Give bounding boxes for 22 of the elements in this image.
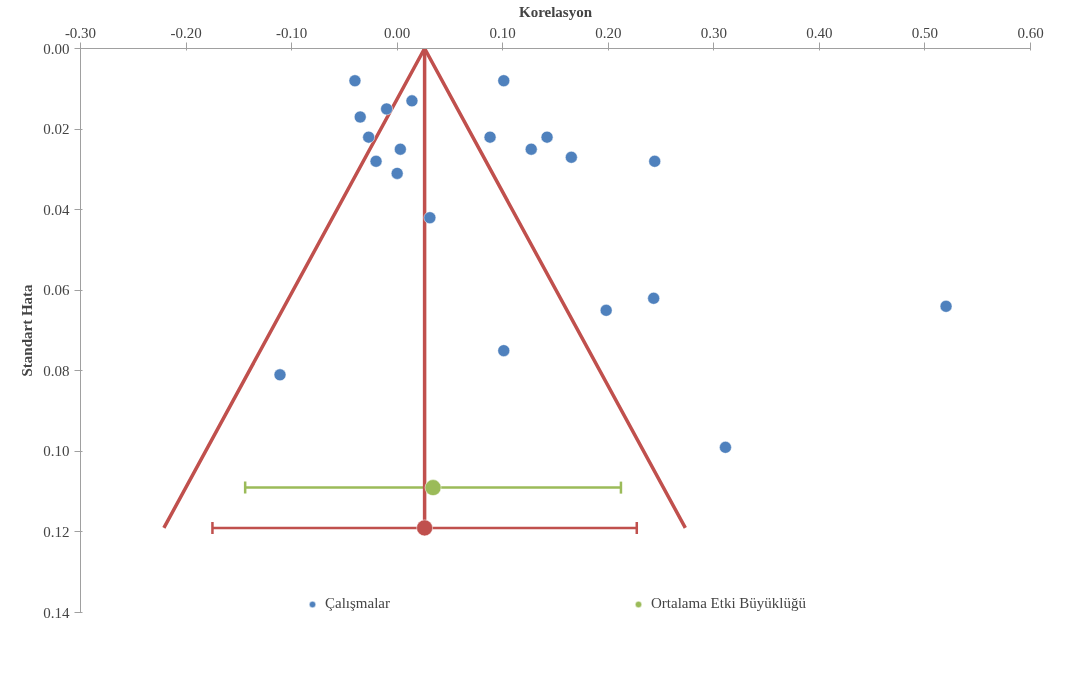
x-tick-label: -0.10 (275, 24, 308, 41)
y-tick-label: 0.02 (43, 121, 70, 138)
x-tick-label: -0.20 (170, 24, 202, 41)
y-tick-label: 0.14 (43, 604, 70, 621)
x-tick-label: 0.00 (384, 24, 411, 41)
x-tick-label: 0.40 (806, 24, 833, 41)
y-tick-label: 0.06 (43, 282, 70, 299)
x-tick-label: 0.10 (489, 24, 516, 41)
x-tick-label: 0.20 (595, 24, 622, 41)
x-tick-label: 0.30 (700, 24, 727, 41)
legend-label: Çalışmalar (325, 595, 390, 612)
y-tick-label: 0.12 (43, 523, 70, 540)
y-tick-label: 0.00 (43, 40, 70, 57)
y-tick-label: 0.04 (43, 201, 70, 218)
x-axis-title: Korelasyon (518, 3, 593, 20)
legend-label: Ortalama Etki Büyüklüğü (651, 595, 806, 612)
y-axis-title: Standart Hata (19, 283, 36, 377)
x-tick-label: 0.60 (1017, 24, 1044, 41)
y-tick-label: 0.08 (43, 362, 70, 379)
x-tick-label: 0.50 (911, 24, 939, 41)
y-tick-label: 0.10 (43, 443, 70, 460)
x-tick-label: -0.30 (64, 24, 97, 41)
